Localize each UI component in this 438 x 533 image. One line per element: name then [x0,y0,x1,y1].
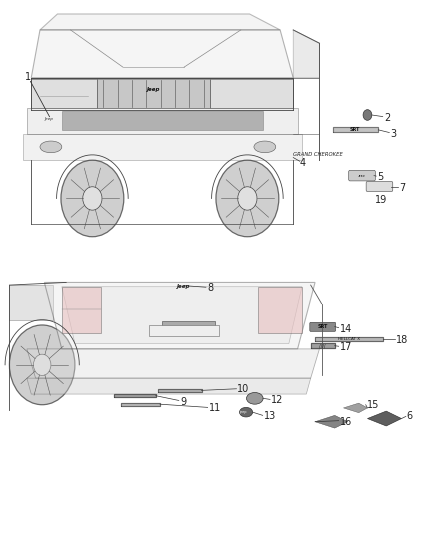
Polygon shape [343,403,367,413]
Text: 12: 12 [272,395,284,405]
Polygon shape [62,111,263,131]
Text: 10: 10 [237,384,250,394]
Text: SRT: SRT [317,324,328,329]
Text: 4: 4 [300,158,306,168]
Circle shape [238,187,257,210]
Text: 5: 5 [377,172,383,182]
Polygon shape [27,378,311,394]
Text: SRT: SRT [350,127,360,132]
Text: 1: 1 [25,72,31,82]
Polygon shape [31,79,97,108]
Circle shape [10,325,75,405]
Text: 18: 18 [396,335,409,345]
Polygon shape [332,127,378,132]
Text: ////: //// [319,343,326,348]
Polygon shape [311,343,335,349]
FancyBboxPatch shape [310,322,336,332]
FancyBboxPatch shape [349,170,375,181]
Circle shape [216,160,279,237]
Text: HELLCAT X: HELLCAT X [338,337,360,341]
Polygon shape [293,30,319,78]
Polygon shape [31,30,293,78]
Ellipse shape [40,141,62,153]
Text: 11: 11 [208,403,221,414]
Polygon shape [62,287,302,344]
Ellipse shape [247,392,263,404]
Circle shape [363,110,372,120]
Polygon shape [44,282,315,349]
Text: jeep: jeep [239,410,247,414]
Polygon shape [149,325,219,336]
Polygon shape [210,79,293,108]
Circle shape [33,354,51,375]
Text: Jeep: Jeep [147,87,160,92]
Polygon shape [22,134,302,160]
Text: 8: 8 [207,284,213,293]
Text: Jeep: Jeep [177,284,191,289]
Text: GRAND CHEROKEE: GRAND CHEROKEE [293,152,343,157]
Text: 17: 17 [340,342,352,352]
Polygon shape [315,415,348,428]
Polygon shape [10,285,53,320]
FancyBboxPatch shape [366,181,393,191]
Text: 6: 6 [407,411,413,422]
Text: Jeep: Jeep [44,117,53,121]
Polygon shape [40,14,280,30]
Polygon shape [315,337,383,341]
Text: ᴊᴇᴇᴘ: ᴊᴇᴇᴘ [358,174,366,177]
Polygon shape [114,394,155,397]
Polygon shape [258,287,302,333]
Text: 9: 9 [180,397,186,407]
Polygon shape [62,287,101,333]
Ellipse shape [240,407,253,417]
Circle shape [61,160,124,237]
Circle shape [83,187,102,210]
Polygon shape [121,402,160,406]
Text: 7: 7 [399,183,406,193]
Polygon shape [27,108,297,134]
Text: 16: 16 [339,417,352,427]
Polygon shape [162,321,215,326]
Polygon shape [97,79,210,108]
Polygon shape [27,349,319,378]
Text: 15: 15 [367,400,379,410]
Polygon shape [367,411,402,426]
Text: 19: 19 [375,195,388,205]
Text: 3: 3 [391,128,397,139]
Ellipse shape [254,141,276,153]
Text: 14: 14 [340,324,352,334]
Text: 2: 2 [384,112,390,123]
Polygon shape [158,389,201,392]
Text: 13: 13 [264,411,276,422]
